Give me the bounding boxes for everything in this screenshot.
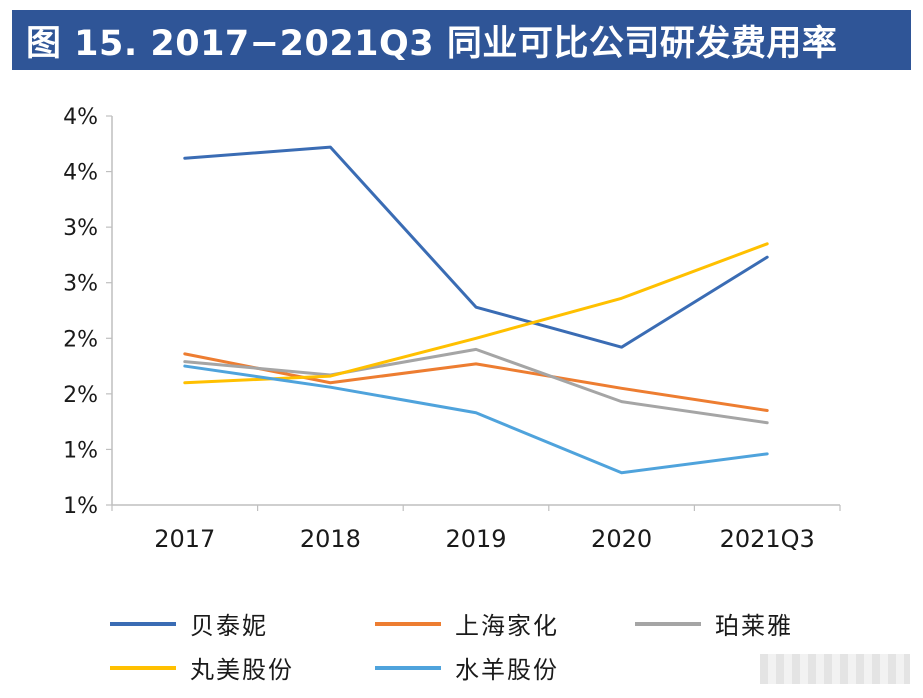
legend-item: 水羊股份 (375, 650, 559, 685)
legend: 贝泰妮 上海家化 珀莱雅丸美股份 水羊股份 (110, 598, 830, 690)
legend-label: 珀莱雅 (715, 612, 793, 640)
x-tick-label: 2019 (445, 525, 506, 553)
x-tick-label: 2018 (300, 525, 361, 553)
series-line-水羊股份 (183, 364, 769, 475)
series-lines (183, 145, 769, 475)
y-tick-label: 2% (63, 383, 98, 408)
legend-swatch (110, 665, 176, 670)
y-tick-label: 4% (63, 105, 98, 130)
chart-title: 图 15. 2017−2021Q3 同业可比公司研发费用率 (12, 10, 911, 70)
chart-axes (111, 116, 840, 506)
y-tick-label: 1% (63, 438, 98, 463)
series-line-上海家化 (183, 352, 769, 413)
series-line-珀莱雅 (183, 347, 769, 425)
watermark (760, 654, 910, 684)
y-tick-label: 1% (63, 494, 98, 519)
x-tick-label: 2020 (591, 525, 652, 553)
legend-item: 丸美股份 (110, 650, 294, 685)
x-axis-ticks: 2017 2018 2019 2020 2021Q3 (111, 505, 841, 553)
legend-label: 贝泰妮 (190, 612, 268, 640)
legend-label: 水羊股份 (455, 656, 559, 684)
x-tick-label: 2021Q3 (720, 525, 815, 553)
legend-swatch (635, 621, 701, 626)
legend-item: 上海家化 (375, 606, 559, 641)
series-line-丸美股份 (183, 242, 769, 385)
legend-label: 丸美股份 (190, 656, 294, 684)
series-line-贝泰妮 (183, 145, 769, 349)
legend-item: 贝泰妮 (110, 606, 268, 641)
y-tick-label: 3% (63, 216, 98, 241)
legend-item: 珀莱雅 (635, 606, 793, 641)
legend-label: 上海家化 (455, 612, 559, 640)
y-tick-label: 3% (63, 272, 98, 297)
y-axis-ticks: 1% 1% 2% 2% 3% 3% 4% 4% (63, 105, 112, 519)
y-tick-label: 4% (63, 161, 98, 186)
legend-swatch (375, 665, 441, 670)
legend-swatch (110, 621, 176, 626)
x-tick-label: 2017 (154, 525, 215, 553)
y-tick-label: 2% (63, 327, 98, 352)
legend-swatch (375, 621, 441, 626)
